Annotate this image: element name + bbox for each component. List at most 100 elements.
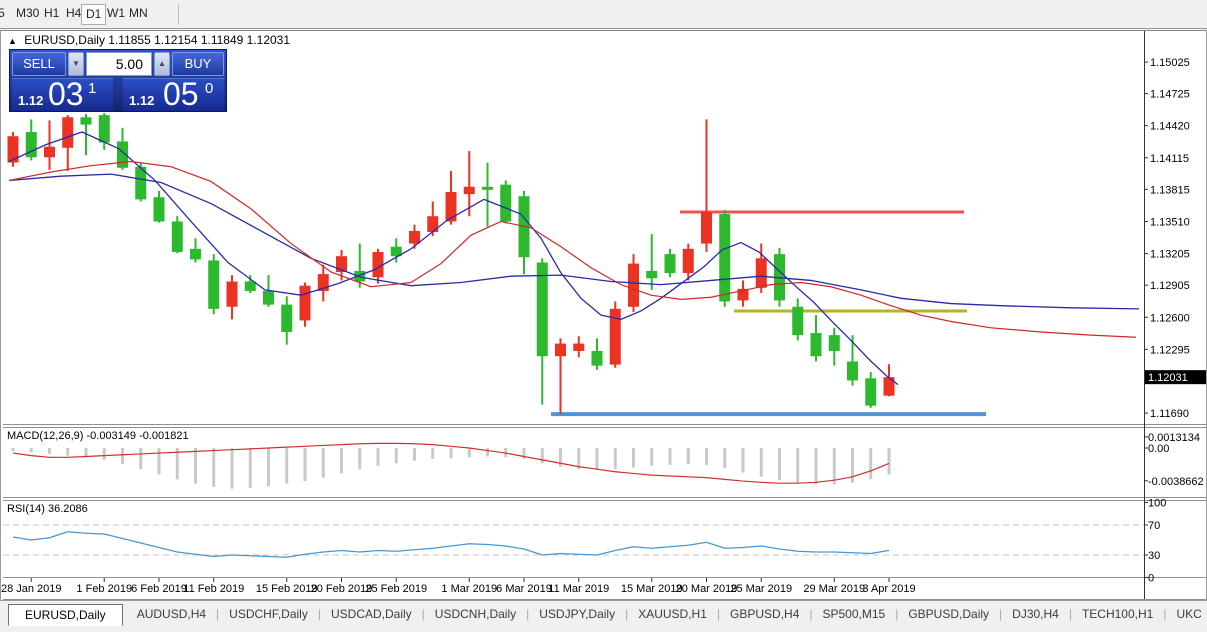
candle-body-25 Jan[interactable] <box>7 136 19 163</box>
candle-body-13 Feb[interactable] <box>244 281 256 291</box>
tab-separator: | <box>1163 607 1167 621</box>
timeframe-button-H1[interactable]: H1 <box>44 6 60 20</box>
tab-sp500-m15[interactable]: SP500,M15 <box>822 607 886 621</box>
tab-audusd-h4[interactable]: AUDUSD,H4 <box>136 607 207 621</box>
candle-body-12 Feb[interactable] <box>226 281 238 307</box>
candle-body-6 Feb[interactable] <box>153 197 165 222</box>
candle-body-4 Mar[interactable] <box>482 186 493 190</box>
candle-body-20 Feb[interactable] <box>336 256 347 272</box>
candle-body-15 Feb[interactable] <box>281 304 293 332</box>
candle-body-25 Feb[interactable] <box>390 246 402 257</box>
sell-price-big: 03 <box>48 76 84 112</box>
candle-body-18 Feb[interactable] <box>299 285 311 321</box>
candle-body-28 Mar[interactable] <box>810 333 822 357</box>
candle-body-26 Feb[interactable] <box>409 230 420 244</box>
candle-body-19 Feb[interactable] <box>317 274 329 291</box>
candle-body-27 Feb[interactable] <box>427 216 439 232</box>
timeframe-button-D1[interactable]: D1 <box>81 4 107 25</box>
date-axis-label: 25 Mar 2019 <box>730 583 792 595</box>
candle-body-18 Mar[interactable] <box>664 254 676 274</box>
tab-tech100-h1[interactable]: TECH100,H1 <box>1081 607 1154 621</box>
candle-body-5 Mar[interactable] <box>500 184 512 222</box>
timeframe-button-M30[interactable]: M30 <box>16 6 40 20</box>
price-axis-label: 1.13205 <box>1150 249 1190 261</box>
date-axis-label: 29 Mar 2019 <box>803 583 865 595</box>
candle-body-22 Feb[interactable] <box>372 252 384 278</box>
candle-body-7 Feb[interactable] <box>171 221 183 252</box>
tab-separator: | <box>1068 607 1072 621</box>
candle-body-5 Feb[interactable] <box>135 166 147 200</box>
tab-usdcnh-daily[interactable]: USDCNH,Daily <box>434 607 517 621</box>
tab-separator: | <box>317 607 321 621</box>
candle-body-2 Apr[interactable] <box>865 378 877 406</box>
collapse-arrow-icon[interactable]: ▲ <box>8 36 17 46</box>
candle-body-20 Mar[interactable] <box>701 212 712 244</box>
candle-body-21 Mar[interactable] <box>719 214 731 302</box>
candle-body-30 Jan[interactable] <box>62 117 74 148</box>
lot-size-input[interactable]: 5.00 <box>86 52 152 76</box>
sell-price-button[interactable]: 1.12 03 1 <box>12 76 113 112</box>
sell-button[interactable]: SELL <box>12 52 66 76</box>
tab-xauusd-h1[interactable]: XAUUSD,H1 <box>638 607 707 621</box>
rsi-axis-label: 70 <box>1148 520 1160 532</box>
tab-usdcad-daily[interactable]: USDCAD,Daily <box>330 607 412 621</box>
tab-usdchf-daily[interactable]: USDCHF,Daily <box>229 607 308 621</box>
candle-body-1 Apr[interactable] <box>847 361 858 381</box>
candle-body-7 Mar[interactable] <box>536 262 548 357</box>
candle-body-28 Jan[interactable] <box>25 132 37 158</box>
tab-separator: | <box>999 607 1003 621</box>
tab-eurusd-daily[interactable]: EURUSD,Daily <box>8 604 123 626</box>
candle-body-22 Mar[interactable] <box>737 288 749 301</box>
chart-symbol: EURUSD,Daily <box>24 33 105 47</box>
rsi-axis-label: 0 <box>1148 573 1154 585</box>
timeframe-button-5[interactable]: 5 <box>0 6 5 20</box>
price-axis-label: 1.14725 <box>1150 89 1190 101</box>
buy-price-button[interactable]: 1.12 05 0 <box>123 76 224 112</box>
rsi-indicator-label: RSI(14) 36.2086 <box>7 503 88 515</box>
candle-body-28 Feb[interactable] <box>445 192 457 222</box>
chart-tab-bar: EURUSD,Daily AUDUSD,H4 | USDCHF,Daily | USDCA… <box>0 600 1207 632</box>
candle-body-14 Feb[interactable] <box>263 290 274 305</box>
candle-body-13 Mar[interactable] <box>609 308 621 365</box>
candle-body-14 Mar[interactable] <box>628 263 639 307</box>
candle-body-11 Feb[interactable] <box>208 260 220 309</box>
candle-body-25 Mar[interactable] <box>755 258 767 288</box>
candle-body-1 Mar[interactable] <box>463 186 475 195</box>
candle-body-11 Mar[interactable] <box>573 343 585 351</box>
timeframe-button-H4[interactable]: H4 <box>66 6 82 20</box>
candle-body-8 Mar[interactable] <box>555 343 566 357</box>
lot-decrease-icon[interactable]: ▼ <box>68 52 84 76</box>
timeframe-button-MN[interactable]: MN <box>129 6 148 20</box>
timeframe-toolbar: 5 M30 H1 H4 D1 W1 MN <box>0 0 1207 29</box>
timeframe-button-W1[interactable]: W1 <box>107 6 125 20</box>
ma-slow-blue-line <box>8 173 1140 310</box>
tab-separator: | <box>895 607 899 621</box>
buy-button[interactable]: BUY <box>172 52 224 76</box>
tab-separator: | <box>625 607 629 621</box>
candle-body-3 Apr[interactable] <box>883 377 895 396</box>
tab-usdjpy-daily[interactable]: USDJPY,Daily <box>539 607 616 621</box>
tab-gbpusd-daily[interactable]: GBPUSD,Daily <box>908 607 990 621</box>
chart-canvas[interactable]: 1.15025 1.14725 1.14420 1.14115 1.13815 1.135… <box>1 30 1206 600</box>
price-axis-label: 1.12600 <box>1150 312 1190 324</box>
lot-increase-icon[interactable]: ▲ <box>154 52 170 76</box>
candle-body-1 Feb[interactable] <box>98 115 110 143</box>
candle-body-29 Mar[interactable] <box>828 335 840 351</box>
candle-body-29 Jan[interactable] <box>44 146 55 158</box>
candle-body-19 Mar[interactable] <box>682 248 694 274</box>
candle-body-12 Mar[interactable] <box>591 350 603 366</box>
date-axis-label: 28 Jan 2019 <box>1 583 62 595</box>
tab-separator: | <box>809 607 813 621</box>
tab-ukc[interactable]: UKC <box>1176 607 1202 621</box>
candle-body-15 Mar[interactable] <box>646 270 658 279</box>
candle-body-4 Feb[interactable] <box>117 141 128 168</box>
one-click-trade-panel: SELL ▼ 5.00 ▲ BUY 1.12 03 1 1.12 05 0 <box>9 49 227 112</box>
candle-body-31 Jan[interactable] <box>80 117 92 125</box>
tab-dj30-h4[interactable]: DJ30,H4 <box>1012 607 1059 621</box>
tab-gbpusd-h4[interactable]: GBPUSD,H4 <box>730 607 800 621</box>
current-price-badge <box>1145 370 1206 385</box>
ma-fast-blue-line <box>8 131 899 386</box>
candle-body-8 Feb[interactable] <box>190 248 201 260</box>
date-axis-label: 3 Apr 2019 <box>862 583 915 595</box>
candle-body-27 Mar[interactable] <box>792 306 804 336</box>
